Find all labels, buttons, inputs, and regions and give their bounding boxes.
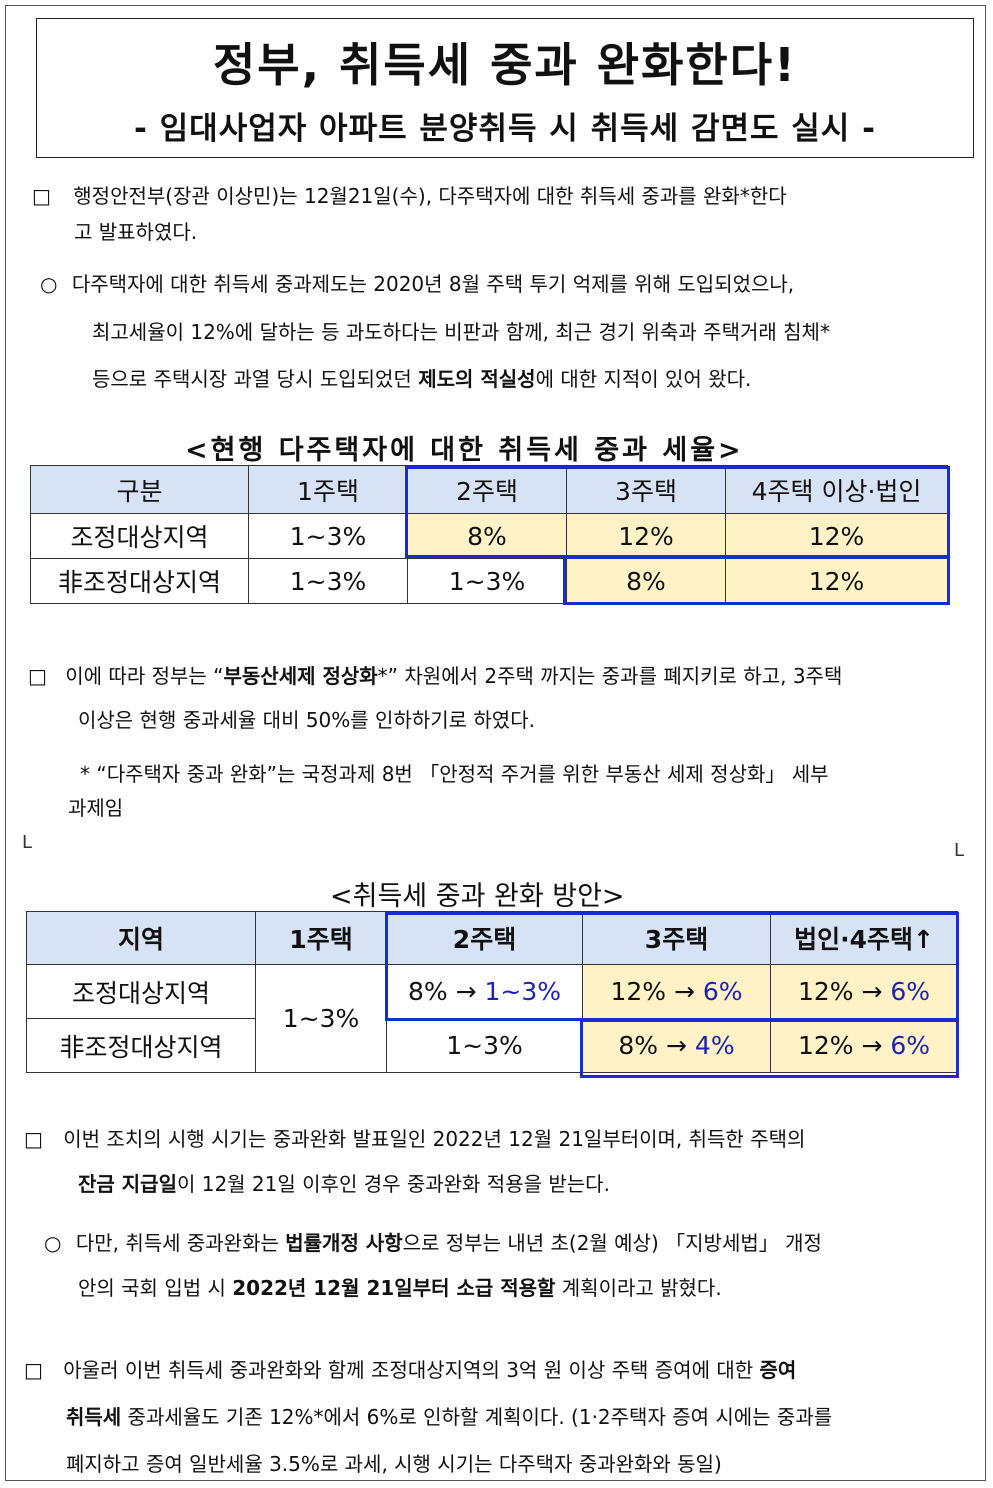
table1-header: 2주택 [407, 465, 567, 514]
table2-cell: 8% → 1~3% [386, 964, 583, 1019]
table1-header: 구분 [30, 465, 249, 514]
circle-bullet: ○ [44, 1231, 62, 1255]
title-box: 정부, 취득세 중과 완화한다! - 임대사업자 아파트 분양취득 시 취득세 … [36, 18, 974, 158]
square-bullet: □ [28, 664, 47, 688]
table2-caption: <취득세 중과 완화 방안> [330, 881, 625, 912]
para4-line1: □ 이번 조치의 시행 시기는 중과완화 발표일인 2022년 12월 21일부… [24, 1127, 806, 1151]
table1-cell: 8% [566, 558, 726, 604]
table2-cell: 12% → 6% [770, 964, 958, 1019]
footnote-line1: * “다주택자 중과 완화”는 국정과제 8번 「안정적 주거를 위한 부동산 … [80, 762, 829, 786]
table1-header: 1주택 [248, 465, 408, 514]
para6-line2: 취득세 중과세율도 기존 12%*에서 6%로 인하할 계획이다. (1·2주택… [66, 1405, 833, 1429]
table2-cell: 8% → 4% [582, 1018, 771, 1073]
para5-line2: 안의 국회 입법 시 2022년 12월 21일부터 소급 적용할 계획이라고 … [78, 1276, 722, 1300]
para3-line2: 이상은 현행 중과세율 대비 50%를 인하하기로 하였다. [78, 708, 535, 732]
table2-header: 3주택 [582, 911, 771, 965]
corner-mark: L [22, 832, 33, 853]
table1-cell: 1~3% [248, 513, 408, 559]
table2-row-label: 非조정대상지역 [26, 1018, 256, 1073]
table2-header: 2주택 [386, 911, 583, 965]
table2-cell: 12% → 6% [770, 1018, 958, 1073]
para1-line1: □ 행정안전부(장관 이상민)는 12월21일(수), 다주택자에 대한 취득세… [32, 184, 787, 208]
table1-header: 4주택 이상·법인 [725, 465, 948, 514]
page-border [5, 5, 986, 1481]
circle-bullet: ○ [40, 272, 58, 296]
table1-cell: 12% [725, 513, 948, 559]
table1-row-label: 非조정대상지역 [30, 558, 249, 604]
para6-line3: 폐지하고 증여 일반세율 3.5%로 과세, 시행 시기는 다주택자 중과완화와… [66, 1452, 722, 1476]
table1-cell: 12% [725, 558, 948, 604]
table1-row-label: 조정대상지역 [30, 513, 249, 559]
table2-cell: 1~3% [255, 964, 387, 1073]
para6-line1: □ 아울러 이번 취득세 중과완화와 함께 조정대상지역의 3억 원 이상 주택… [24, 1358, 797, 1382]
footnote-line2: 과제임 [68, 796, 124, 820]
corner-mark: L [954, 840, 965, 861]
para4-line2: 잔금 지급일이 12월 21일 이후인 경우 중과완화 적용을 받는다. [78, 1172, 610, 1196]
emphasis-text: 2022년 12월 21일부터 소급 적용할 [232, 1276, 556, 1300]
table2-cell: 1~3% [386, 1018, 583, 1073]
page-subtitle: - 임대사업자 아파트 분양취득 시 취득세 감면도 실시 - [134, 111, 876, 147]
current-tax-rate-table: 구분 1주택 2주택 3주택 4주택 이상·법인 조정대상지역 1~3% 8% … [30, 465, 948, 604]
emphasis-text: 잔금 지급일 [78, 1172, 177, 1196]
emphasis-text: 법률개정 사항 [285, 1231, 403, 1255]
para2-text: 다주택자에 대한 취득세 중과제도는 2020년 8월 주택 투기 억제를 위해… [71, 272, 795, 296]
square-bullet: □ [32, 184, 51, 208]
para1-line2: 고 발표하였다. [74, 220, 198, 244]
table2-row-label: 조정대상지역 [26, 964, 256, 1019]
table1-header: 3주택 [566, 465, 726, 514]
table1-cell: 1~3% [248, 558, 408, 604]
para2-line2: 최고세율이 12%에 달하는 등 과도하다는 비판과 함께, 최근 경기 위축과… [92, 320, 830, 344]
emphasis-text: 부동산세제 정상화 [223, 664, 378, 688]
para2-line3: 등으로 주택시장 과열 당시 도입되었던 제도의 적실성에 대한 지적이 있어 … [92, 367, 752, 391]
table1-caption: <현행 다주택자에 대한 취득세 중과 세율> [185, 435, 744, 466]
para3-line1: □ 이에 따라 정부는 “부동산세제 정상화*” 차원에서 2주택 까지는 중과… [28, 664, 843, 688]
square-bullet: □ [24, 1358, 43, 1382]
para1-text: 행정안전부(장관 이상민)는 12월21일(수), 다주택자에 대한 취득세 중… [73, 184, 787, 208]
emphasis-text: 취득세 [66, 1405, 122, 1429]
table1-cell: 12% [566, 513, 726, 559]
table2-header: 1주택 [255, 911, 387, 965]
emphasis-text: 증여 [759, 1358, 797, 1382]
table2-header: 법인·4주택↑ [770, 911, 958, 965]
emphasis-text: 제도의 적실성 [418, 367, 536, 391]
table1-cell: 1~3% [407, 558, 567, 604]
page-title: 정부, 취득세 중과 완화한다! [212, 38, 798, 92]
square-bullet: □ [24, 1127, 43, 1151]
para2-line1: ○ 다주택자에 대한 취득세 중과제도는 2020년 8월 주택 투기 억제를 … [40, 272, 794, 296]
para5-line1: ○ 다만, 취득세 중과완화는 법률개정 사항으로 정부는 내년 초(2월 예상… [44, 1231, 822, 1255]
table2-header: 지역 [26, 911, 256, 965]
table1-cell: 8% [407, 513, 567, 559]
tax-relief-plan-table: 지역 1주택 2주택 3주택 법인·4주택↑ 조정대상지역 1~3% 8% → … [26, 911, 958, 1073]
table2-cell: 12% → 6% [582, 964, 771, 1019]
